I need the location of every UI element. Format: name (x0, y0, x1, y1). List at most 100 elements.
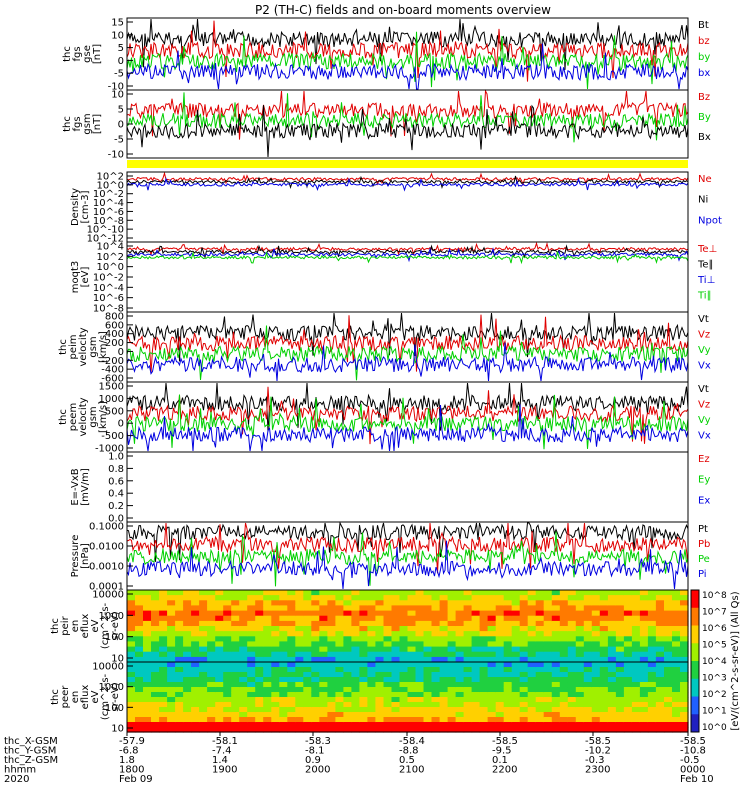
spectrogram-cell (391, 662, 401, 668)
spectrogram-cell (479, 626, 489, 632)
spectrogram-cell (223, 687, 232, 693)
spectrogram-cell (391, 687, 401, 693)
spectrogram-cell (311, 626, 320, 632)
spectrogram-cell (591, 600, 601, 606)
spectrogram-cell (575, 697, 585, 703)
spectrogram-cell (423, 651, 433, 658)
spectrogram-cell (664, 610, 673, 617)
spectrogram-cell (335, 707, 344, 713)
spectrogram-cell (383, 702, 393, 708)
spectrogram-cell (247, 682, 256, 688)
spectrogram-cell (487, 590, 497, 596)
legend-Pe: Pe (698, 554, 710, 565)
spectrogram-cell (543, 646, 553, 653)
spectrogram-cell (447, 610, 457, 617)
spectrogram-cell (407, 717, 417, 723)
spectrogram-cell (375, 677, 384, 683)
spectrogram-cell (664, 697, 673, 703)
spectrogram-cell (423, 615, 433, 622)
spectrogram-cell (607, 636, 617, 642)
spectrogram-cell (503, 702, 513, 708)
spectrogram-cell (487, 626, 497, 632)
spectrogram-cell (151, 646, 160, 653)
spectrogram-cell (215, 687, 224, 693)
legend-Npot: Npot (698, 215, 722, 226)
spectrogram-cell (511, 692, 521, 698)
spectrogram-cell (567, 672, 577, 678)
spectrogram-cell (431, 667, 441, 673)
spectrogram-cell (583, 595, 593, 601)
spectrogram-cell (439, 641, 449, 648)
spectrogram-cell (495, 600, 505, 606)
spectrogram-cell (495, 595, 505, 601)
spectrogram-cell (319, 620, 328, 627)
spectrogram-cell (672, 626, 681, 632)
spectrogram-cell (231, 600, 240, 606)
spectrogram-cell (183, 605, 192, 612)
spectrogram-cell (455, 600, 465, 606)
spectrogram-cell (407, 620, 417, 627)
spectrogram-cell (367, 692, 376, 698)
spectrogram-cell (247, 651, 256, 658)
spectrogram-cell (487, 697, 497, 703)
spectrogram-cell (575, 600, 585, 606)
series-temperature-3 (126, 247, 689, 263)
spectrogram-cell (559, 707, 569, 713)
spectrogram-cell (664, 646, 673, 653)
legend-Ne: Ne (698, 174, 712, 185)
spectrogram-cell (335, 590, 344, 596)
colorbar-label: [eV/(cm^2-s-sr-eV)] (All Qs) (730, 591, 741, 730)
colorbar-tick-label: 10^5 (702, 641, 727, 651)
spectrogram-cell (239, 610, 248, 617)
spectrogram-cell (151, 712, 160, 718)
spectrogram-cell (527, 610, 537, 617)
spectrogram-cell (231, 702, 240, 708)
spectrogram-cell (599, 641, 609, 648)
spectrogram-cell (551, 677, 561, 683)
spectrogram-cell (599, 717, 609, 723)
spectrogram-cell (647, 605, 657, 612)
spectrogram-cell (479, 600, 489, 606)
spectrogram-cell (495, 722, 505, 728)
spectrogram-cell (623, 712, 633, 718)
spectrogram-cell (455, 662, 465, 668)
spectrogram-cell (519, 620, 529, 627)
spectrogram-cell (487, 667, 497, 673)
spectrogram-cell (672, 646, 681, 653)
spectrogram-cell (191, 600, 200, 606)
spectrogram-cell (559, 667, 569, 673)
spectrogram-cell (680, 600, 689, 606)
spectrogram-cell (151, 707, 160, 713)
spectrogram-cell (207, 590, 216, 596)
spectrogram-cell (527, 667, 537, 673)
spectrogram-cell (335, 595, 344, 601)
spectrogram-cell (159, 626, 168, 632)
spectrogram-cell (159, 717, 168, 723)
spectrogram-cell (127, 687, 136, 693)
spectrogram-cell (367, 631, 376, 637)
spectrogram-cell (255, 626, 264, 632)
spectrogram-cell (143, 641, 152, 648)
spectrogram-cell (543, 667, 553, 673)
spectrogram-cell (647, 615, 657, 622)
spectrogram-cell (535, 727, 545, 733)
spectrogram-cell (591, 692, 601, 698)
spectrogram-cell (447, 687, 457, 693)
spectrogram-cell (199, 667, 208, 673)
spectrogram-cell (647, 687, 657, 693)
spectrogram-cell (175, 722, 184, 728)
spectrogram-cell (447, 626, 457, 632)
spectrogram-cell (551, 712, 561, 718)
spectrogram-cell (143, 631, 152, 637)
spectrogram-cell (159, 677, 168, 683)
spectrogram-cell (479, 631, 489, 637)
spectrogram-cell (263, 610, 272, 617)
spectrogram-cell (367, 641, 376, 648)
spectrogram-cell (231, 672, 240, 678)
spectrogram-cell (543, 722, 553, 728)
spectrogram-cell (343, 641, 352, 648)
spectrogram-cell (447, 697, 457, 703)
spectrogram-cell (639, 712, 649, 718)
spectrogram-cell (535, 722, 545, 728)
